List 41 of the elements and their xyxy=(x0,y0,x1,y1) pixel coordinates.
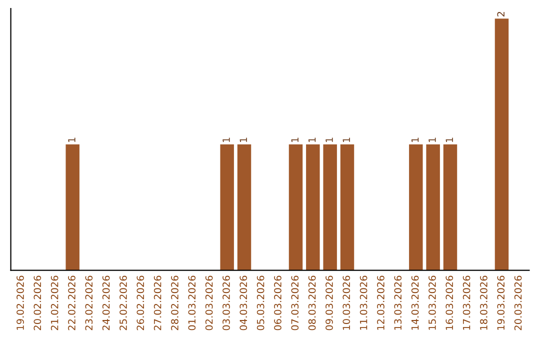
x-tick-label: 24.02.2026 xyxy=(102,276,110,330)
x-tick-label: 13.03.2026 xyxy=(394,276,402,330)
x-tick-label: 19.03.2026 xyxy=(497,276,505,330)
x-tick-label: 14.03.2026 xyxy=(411,276,419,330)
data-label: 1 xyxy=(222,138,230,142)
x-tick-label: 06.03.2026 xyxy=(274,276,282,330)
data-label: 1 xyxy=(291,138,298,142)
x-tick-label: 23.02.2026 xyxy=(85,276,93,330)
x-tick-label: 04.03.2026 xyxy=(240,276,248,330)
x-tick-label: 22.02.2026 xyxy=(68,276,76,330)
x-tick-label: 17.03.2026 xyxy=(462,276,470,330)
x-tick-label: 12.03.2026 xyxy=(377,276,384,330)
x-tick-label: 15.03.2026 xyxy=(428,276,436,330)
data-label: 2 xyxy=(497,12,504,16)
data-label: 1 xyxy=(342,138,350,142)
x-tick-label: 21.02.2026 xyxy=(50,276,58,330)
x-tick-label: 07.03.2026 xyxy=(291,276,299,330)
x-tick-label: 27.02.2026 xyxy=(154,276,162,330)
x-tick-label: 26.02.2026 xyxy=(136,276,144,330)
x-tick-label: 20.02.2026 xyxy=(34,276,42,330)
data-label: 1 xyxy=(412,138,419,142)
x-tick-label: 16.03.2026 xyxy=(446,276,454,330)
data-label: 1 xyxy=(326,138,333,142)
x-tick-label: 03.03.2026 xyxy=(222,276,230,330)
data-label: 1 xyxy=(68,138,76,142)
x-tick-label: 09.03.2026 xyxy=(326,276,333,330)
x-tick-label: 20.03.2026 xyxy=(514,276,522,330)
x-tick-label: 05.03.2026 xyxy=(256,276,264,330)
x-tick-label: 10.03.2026 xyxy=(342,276,350,330)
x-tick-label: 02.03.2026 xyxy=(205,276,213,330)
x-tick-label: 01.03.2026 xyxy=(188,276,196,330)
x-tick-label: 18.03.2026 xyxy=(480,276,488,330)
x-tick-label: 25.02.2026 xyxy=(120,276,127,330)
data-label: 1 xyxy=(240,138,247,142)
data-label: 1 xyxy=(446,138,453,142)
x-tick-label: 08.03.2026 xyxy=(308,276,316,330)
data-label: 1 xyxy=(428,138,436,142)
x-tick-label: 19.02.2026 xyxy=(16,276,24,330)
x-tick-label: 11.03.2026 xyxy=(360,276,368,330)
x-tick-label: 28.02.2026 xyxy=(171,276,178,330)
data-label: 1 xyxy=(308,138,316,142)
